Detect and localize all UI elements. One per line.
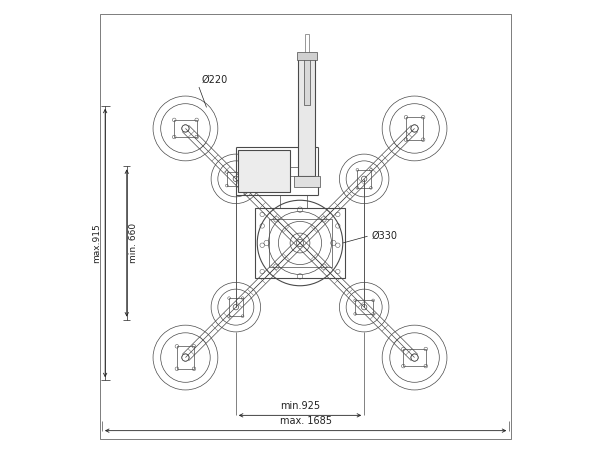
Bar: [297, 52, 317, 60]
Text: max.915: max.915: [92, 223, 101, 263]
Bar: [269, 220, 331, 266]
Text: Ø220: Ø220: [201, 75, 227, 85]
Text: Ø330: Ø330: [372, 231, 398, 241]
Bar: [255, 208, 345, 278]
Bar: [298, 58, 316, 176]
Text: max. 1685: max. 1685: [280, 416, 332, 426]
Bar: [304, 53, 310, 105]
Bar: [238, 149, 290, 193]
Bar: [294, 176, 320, 187]
Text: min.925: min.925: [280, 401, 320, 411]
Text: min. 660: min. 660: [130, 223, 139, 263]
